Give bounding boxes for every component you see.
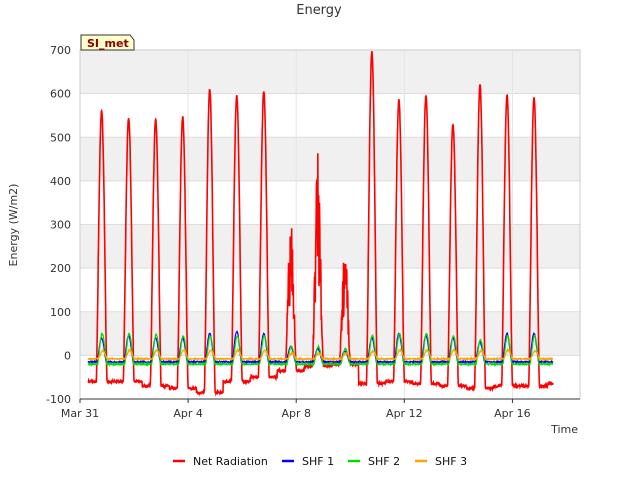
series-line-shf-3: [87, 347, 554, 362]
plot-band: [80, 50, 580, 94]
legend: Net Radiation SHF 1 SHF 2 SHF 3: [173, 455, 467, 468]
site-badge: SI_met: [80, 34, 135, 51]
y-tick-label: 500: [50, 131, 71, 144]
y-tick-label: 400: [50, 175, 71, 188]
plot-band: [80, 224, 580, 269]
series-line-net-radiation: [87, 51, 554, 397]
legend-item: SHF 1: [282, 455, 334, 468]
site-badge-label: SI_met: [87, 37, 129, 50]
x-tick-label: Apr 8: [281, 407, 311, 420]
y-tick-label: 700: [50, 44, 71, 57]
x-tick-label: Apr 12: [386, 407, 423, 420]
legend-item: Net Radiation: [173, 455, 268, 468]
y-tick-label: -100: [46, 393, 71, 406]
legend-label: Net Radiation: [193, 455, 268, 468]
y-axis-label: Energy (W/m2): [7, 184, 20, 267]
y-tick-label: 300: [50, 219, 71, 232]
plot-band: [80, 137, 580, 181]
y-tick-label: 0: [64, 349, 71, 362]
legend-label: SHF 1: [302, 455, 334, 468]
series-layer: [87, 51, 554, 397]
legend-item: SHF 2: [348, 455, 400, 468]
legend-item: SHF 3: [415, 455, 467, 468]
legend-label: SHF 3: [435, 455, 467, 468]
x-axis-label: Time: [550, 423, 578, 436]
chart-title: Energy: [296, 3, 342, 18]
x-tick-label: Apr 16: [494, 407, 531, 420]
x-tick-label: Mar 31: [61, 407, 99, 420]
y-tick-label: 100: [50, 306, 71, 319]
axes: -100 0 100 200 300 400 500 600 700 Mar 31 Apr 4 Apr…: [46, 44, 581, 420]
series-line-shf-2: [87, 331, 554, 368]
y-tick-label: 600: [50, 88, 71, 101]
x-tick-label: Apr 4: [173, 407, 203, 420]
plot-band: [80, 311, 580, 356]
legend-label: SHF 2: [368, 455, 400, 468]
y-tick-label: 200: [50, 262, 71, 275]
